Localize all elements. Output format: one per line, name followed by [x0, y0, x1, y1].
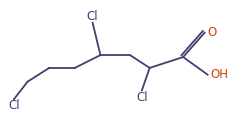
Text: OH: OH: [210, 68, 228, 81]
Text: O: O: [207, 26, 216, 39]
Text: Cl: Cl: [135, 91, 147, 104]
Text: Cl: Cl: [8, 99, 19, 112]
Text: Cl: Cl: [86, 10, 98, 23]
